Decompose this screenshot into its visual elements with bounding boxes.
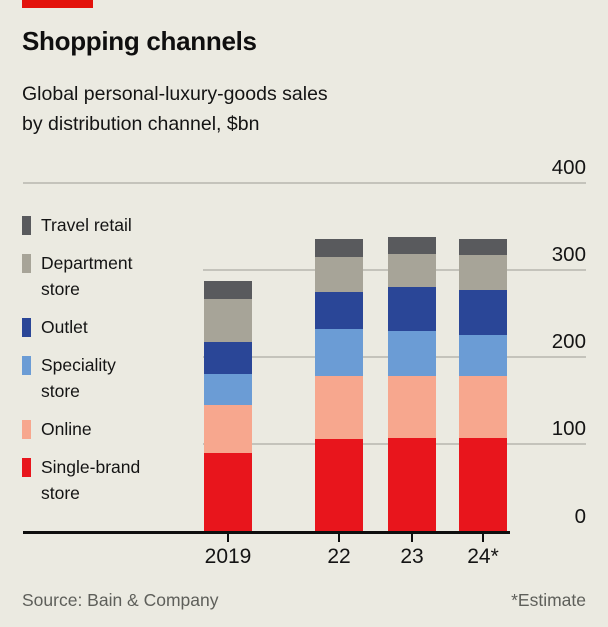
bar-segment-2019-department-store: [204, 298, 252, 342]
bar-segment-22-department-store: [315, 257, 363, 292]
estimate-footnote: *Estimate: [511, 590, 586, 610]
y-axis-label-200: 200: [551, 330, 586, 354]
legend-label: Online: [41, 419, 92, 439]
x-axis-label-24: 24*: [467, 545, 499, 568]
legend-swatch-icon: [22, 356, 31, 375]
bar-segment-24-travel-retail: [459, 238, 507, 256]
x-axis-label-2019: 2019: [204, 545, 252, 568]
bar-segment-23-outlet: [388, 286, 436, 332]
bar-segment-2019-outlet: [204, 341, 252, 374]
bar-segment-23-travel-retail: [388, 237, 436, 254]
source-note: Source: Bain & Company: [22, 590, 219, 610]
bar-segment-2019-online: [204, 405, 252, 454]
legend-swatch-icon: [22, 254, 31, 273]
bar-segment-24-online: [459, 375, 507, 439]
bar-segment-22-travel-retail: [315, 238, 363, 258]
legend-label: Single-brand store: [41, 457, 141, 503]
gridline-400: [23, 182, 586, 184]
y-axis-label-300: 300: [551, 243, 586, 267]
legend-swatch-icon: [22, 216, 31, 235]
legend-label: Speciality store: [41, 355, 116, 401]
legend-item-speciality-store: Speciality store: [22, 352, 187, 404]
legend-label: Travel retail: [41, 215, 132, 235]
subtitle-line-1: Global personal-luxury-goods sales: [22, 83, 328, 105]
legend-swatch-icon: [22, 420, 31, 439]
bar-segment-2019-single-brand-store: [204, 453, 252, 532]
legend-swatch-icon: [22, 458, 31, 477]
legend-label: Outlet: [41, 317, 88, 337]
bar-segment-24-outlet: [459, 290, 507, 335]
bar-segment-23-online: [388, 375, 436, 439]
y-axis-label-100: 100: [551, 417, 586, 441]
bar-segment-22-speciality-store: [315, 329, 363, 376]
bar-segment-22-online: [315, 375, 363, 440]
x-axis-label-23: 23: [400, 545, 424, 568]
x-axis-tick-24: [481, 534, 485, 542]
x-axis-tick-2019: [226, 534, 230, 542]
legend-item-travel-retail: Travel retail: [22, 212, 187, 238]
y-axis-label-400: 400: [551, 156, 586, 179]
x-axis-label-22: 22: [327, 545, 351, 568]
legend-item-outlet: Outlet: [22, 314, 187, 340]
legend: Travel retail Department store Outlet Specia…: [22, 212, 187, 506]
legend-label: Department store: [41, 253, 133, 299]
legend-item-online: Online: [22, 416, 187, 442]
chart-subtitle: Global personal-luxury-goods sales by di…: [22, 79, 328, 139]
subtitle-line-2: by distribution channel, $bn: [22, 113, 260, 135]
bar-segment-22-outlet: [315, 291, 363, 330]
bar-segment-23-speciality-store: [388, 331, 436, 376]
x-axis-tick-23: [410, 534, 414, 542]
legend-item-single-brand-store: Single-brand store: [22, 454, 187, 506]
accent-tab: [22, 0, 93, 8]
x-axis-tick-22: [337, 534, 341, 542]
bar-segment-24-department-store: [459, 255, 507, 291]
bar-segment-2019-speciality-store: [204, 373, 252, 406]
legend-swatch-icon: [22, 318, 31, 337]
page-title: Shopping channels: [22, 26, 257, 56]
bar-segment-2019-travel-retail: [204, 281, 252, 299]
x-axis-line: [23, 530, 510, 534]
y-axis-label-0: 0: [574, 504, 586, 528]
bar-segment-24-speciality-store: [459, 334, 507, 376]
bar-segment-22-single-brand-store: [315, 439, 363, 532]
bar-segment-23-department-store: [388, 253, 436, 287]
bar-segment-24-single-brand-store: [459, 438, 507, 532]
bar-segment-23-single-brand-store: [388, 438, 436, 532]
legend-item-department-store: Department store: [22, 250, 187, 302]
